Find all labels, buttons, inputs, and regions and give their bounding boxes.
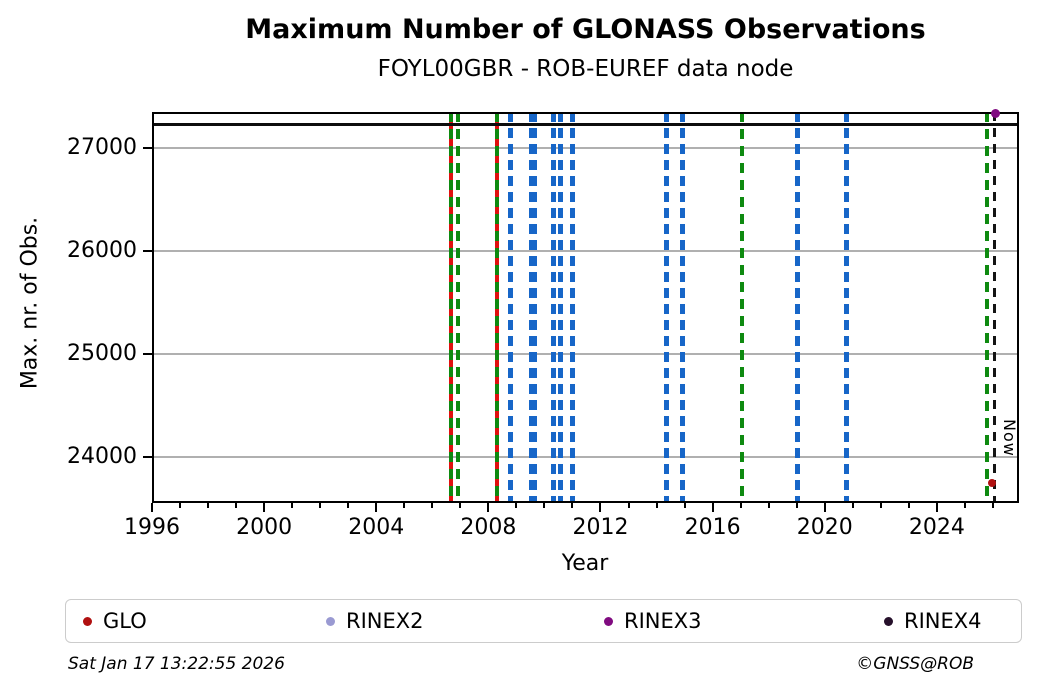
x-minor-tick [767, 503, 770, 508]
x-tick-label: 2008 [460, 515, 517, 540]
x-tick-label: 2000 [236, 515, 293, 540]
x-tick-label: 2016 [684, 515, 741, 540]
legend-item-rinex3: RINEX3 [604, 600, 702, 642]
event-line-blue [551, 112, 557, 503]
gridline [152, 352, 1019, 355]
y-tick [143, 352, 152, 355]
glo-marker-icon [83, 616, 92, 626]
legend-label-rinex3: RINEX3 [624, 609, 702, 633]
x-major-tick [375, 503, 378, 512]
now-label: Now [999, 419, 1019, 457]
rinex2-marker-icon [326, 616, 335, 626]
gridline [152, 147, 1019, 150]
legend-label-rinex2: RINEX2 [346, 609, 424, 633]
legend-item-rinex4: RINEX4 [884, 600, 982, 642]
gridline [152, 249, 1019, 252]
event-line-blue [569, 112, 575, 503]
x-minor-tick [459, 503, 462, 508]
x-minor-tick [515, 503, 518, 508]
x-major-tick [487, 503, 490, 512]
x-minor-tick [655, 503, 658, 508]
x-minor-tick [319, 503, 322, 508]
x-major-tick [599, 503, 602, 512]
y-tick [143, 147, 152, 150]
plot-frame [152, 112, 1019, 503]
x-major-tick [263, 503, 266, 512]
event-line-green [740, 112, 745, 503]
chart-title: Maximum Number of GLONASS Observations [245, 14, 926, 45]
event-line-blue [531, 112, 537, 503]
x-axis-label: Year [561, 551, 609, 576]
x-minor-tick [403, 503, 406, 508]
legend-label-glo: GLO [103, 609, 147, 633]
x-tick-label: 1996 [124, 515, 180, 540]
event-line-blue [557, 112, 563, 503]
event-line-blue [664, 112, 670, 503]
x-minor-tick [627, 503, 630, 508]
legend: GLO RINEX2 RINEX3 RINEX4 [65, 599, 1022, 643]
rinex3-marker-icon [604, 616, 613, 626]
x-minor-tick [739, 503, 742, 508]
legend-label-rinex4: RINEX4 [904, 609, 982, 633]
x-minor-tick [683, 503, 686, 508]
y-tick [143, 249, 152, 252]
x-tick-label: 2012 [572, 515, 629, 540]
rinex3-last-point [990, 109, 1000, 119]
timestamp: Sat Jan 17 13:22:55 2026 [68, 654, 285, 674]
event-line-green-red [449, 112, 454, 503]
x-minor-tick [571, 503, 574, 508]
x-tick-label: 2020 [796, 515, 853, 540]
max-observations-line [152, 123, 1019, 127]
x-tick-label: 2024 [908, 515, 965, 540]
y-tick [143, 455, 152, 458]
x-minor-tick [431, 503, 434, 508]
event-line-green [985, 112, 990, 503]
chart-subtitle: FOYL00GBR - ROB-EUREF data node [377, 56, 794, 82]
x-minor-tick [179, 503, 182, 508]
event-line-blue [679, 112, 685, 503]
y-tick-label: 26000 [67, 237, 137, 263]
x-minor-tick [851, 503, 854, 508]
now-line [993, 112, 997, 503]
y-tick-label: 24000 [67, 443, 137, 469]
x-tick-label: 2004 [348, 515, 405, 540]
event-line-blue [508, 112, 514, 503]
x-minor-tick [879, 503, 882, 508]
x-minor-tick [795, 503, 798, 508]
x-minor-tick [347, 503, 350, 508]
x-major-tick [711, 503, 714, 512]
y-tick-label: 27000 [67, 135, 137, 161]
event-line-blue [844, 112, 850, 503]
x-minor-tick [991, 503, 994, 508]
x-major-tick [935, 503, 938, 512]
x-major-tick [151, 503, 153, 512]
y-tick-label: 25000 [67, 340, 137, 366]
legend-item-rinex2: RINEX2 [326, 600, 424, 642]
x-minor-tick [543, 503, 546, 508]
legend-item-glo: GLO [83, 600, 147, 642]
event-line-blue [795, 112, 801, 503]
x-minor-tick [207, 503, 210, 508]
glo-last-point [988, 479, 997, 488]
event-line-blue [529, 112, 535, 503]
gridline [152, 455, 1019, 458]
event-line-green [456, 112, 461, 503]
credit: ©GNSS@ROB [856, 654, 974, 674]
x-minor-tick [235, 503, 238, 508]
rinex4-marker-icon [884, 616, 893, 626]
x-minor-tick [963, 503, 966, 508]
event-line-green-red [494, 112, 499, 503]
x-major-tick [823, 503, 826, 512]
x-minor-tick [907, 503, 910, 508]
x-minor-tick [291, 503, 294, 508]
